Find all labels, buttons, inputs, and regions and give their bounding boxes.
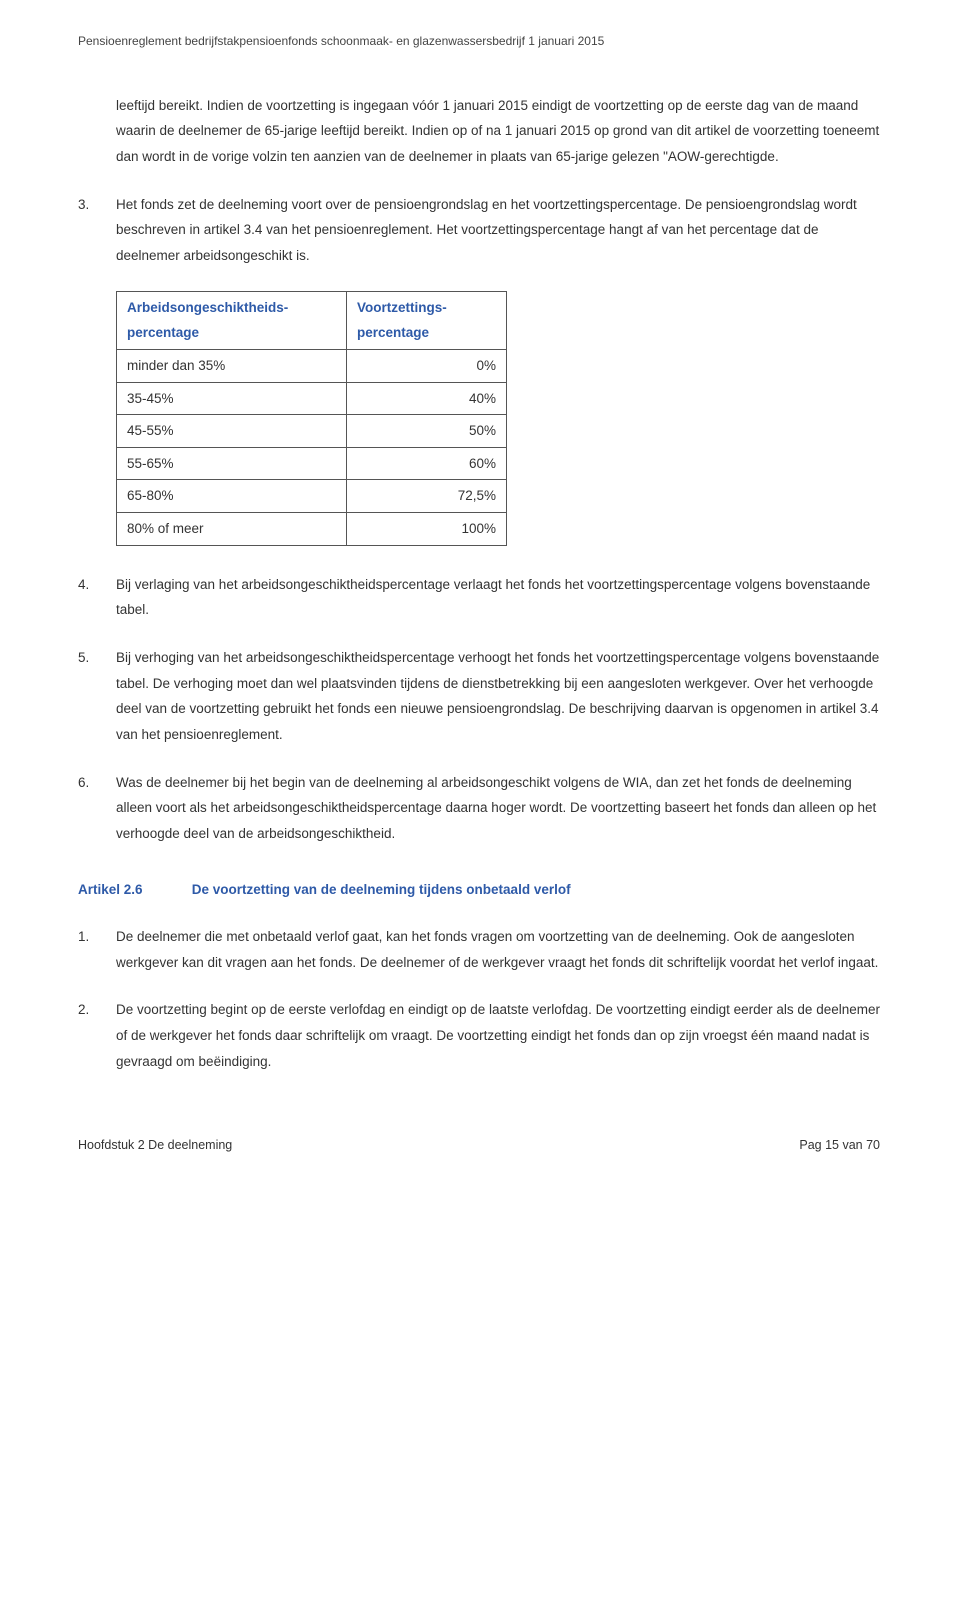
page-header: Pensioenreglement bedrijfstakpensioenfon… — [78, 30, 880, 53]
document-page: Pensioenreglement bedrijfstakpensioenfon… — [0, 0, 960, 1188]
page-footer: Hoofdstuk 2 De deelneming Pag 15 van 70 — [78, 1134, 880, 1158]
item-number: 4. — [78, 572, 116, 623]
table-header-row: Arbeidsongeschiktheids- percentage Voort… — [117, 291, 507, 349]
item-number: 1. — [78, 924, 116, 975]
item-text: Was de deelnemer bij het begin van de de… — [116, 770, 880, 847]
table-cell: 0% — [347, 349, 507, 382]
header-col1-line1: Arbeidsongeschiktheids- — [127, 300, 288, 315]
article-number: Artikel 2.6 — [78, 877, 188, 903]
table-header-col2: Voortzettings- percentage — [347, 291, 507, 349]
item-number: 5. — [78, 645, 116, 748]
footer-left: Hoofdstuk 2 De deelneming — [78, 1134, 232, 1158]
table-cell: 35-45% — [117, 382, 347, 415]
item-text: Het fonds zet de deelneming voort over d… — [116, 192, 880, 269]
table-cell: 65-80% — [117, 480, 347, 513]
list-item-6: 6. Was de deelnemer bij het begin van de… — [78, 770, 880, 847]
table-cell: 80% of meer — [117, 513, 347, 546]
item-number: 2. — [78, 997, 116, 1074]
table-cell: 72,5% — [347, 480, 507, 513]
list-item-2-6-1: 1. De deelnemer die met onbetaald verlof… — [78, 924, 880, 975]
table-body: minder dan 35% 0% 35-45% 40% 45-55% 50% … — [117, 349, 507, 545]
header-col2-line2: percentage — [357, 325, 429, 340]
table-cell: minder dan 35% — [117, 349, 347, 382]
table-row: 80% of meer 100% — [117, 513, 507, 546]
item-number: 3. — [78, 192, 116, 269]
header-col2-line1: Voortzettings- — [357, 300, 447, 315]
table-header-col1: Arbeidsongeschiktheids- percentage — [117, 291, 347, 349]
list-item-3: 3. Het fonds zet de deelneming voort ove… — [78, 192, 880, 269]
footer-right: Pag 15 van 70 — [799, 1134, 880, 1158]
article-title: De voortzetting van de deelneming tijden… — [192, 882, 571, 897]
table-row: minder dan 35% 0% — [117, 349, 507, 382]
item-text: De deelnemer die met onbetaald verlof ga… — [116, 924, 880, 975]
list-item-4: 4. Bij verlaging van het arbeidsongeschi… — [78, 572, 880, 623]
table-cell: 50% — [347, 415, 507, 448]
item-text: Bij verhoging van het arbeidsongeschikth… — [116, 645, 880, 748]
list-item-2-6-2: 2. De voortzetting begint op de eerste v… — [78, 997, 880, 1074]
article-2-6-heading: Artikel 2.6 De voortzetting van de deeln… — [78, 877, 880, 903]
item-text: Bij verlaging van het arbeidsongeschikth… — [116, 572, 880, 623]
table-cell: 55-65% — [117, 447, 347, 480]
item-number: 6. — [78, 770, 116, 847]
table-cell: 60% — [347, 447, 507, 480]
table-row: 45-55% 50% — [117, 415, 507, 448]
table-cell: 40% — [347, 382, 507, 415]
header-col1-line2: percentage — [127, 325, 199, 340]
intro-paragraph: leeftijd bereikt. Indien de voortzetting… — [116, 93, 880, 170]
table-cell: 45-55% — [117, 415, 347, 448]
percentage-table: Arbeidsongeschiktheids- percentage Voort… — [116, 291, 507, 546]
item-text: De voortzetting begint op de eerste verl… — [116, 997, 880, 1074]
table-row: 65-80% 72,5% — [117, 480, 507, 513]
list-item-5: 5. Bij verhoging van het arbeidsongeschi… — [78, 645, 880, 748]
table-row: 35-45% 40% — [117, 382, 507, 415]
table-cell: 100% — [347, 513, 507, 546]
table-row: 55-65% 60% — [117, 447, 507, 480]
percentage-table-wrap: Arbeidsongeschiktheids- percentage Voort… — [116, 291, 880, 546]
